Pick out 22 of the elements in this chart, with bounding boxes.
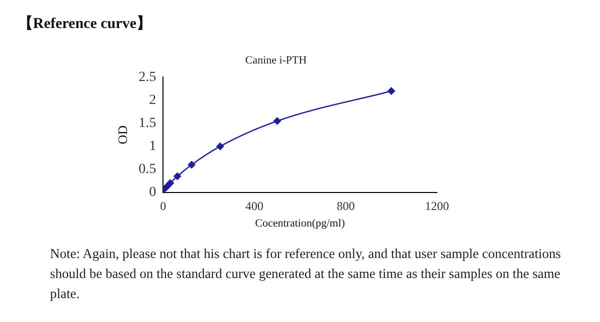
point xyxy=(163,182,171,191)
y-axis-title: OD xyxy=(115,125,130,144)
point xyxy=(173,172,182,180)
y-tick-label: 1.5 xyxy=(138,116,156,131)
y-tick-label: 2 xyxy=(149,92,156,108)
text: Note: Again, please not that his chart is for reference only, and that user sample concentrations should be based on the standard curve generated at the same time as their samples on the same plate. xyxy=(50,245,562,303)
point xyxy=(188,160,196,169)
y-tick-label: 0.5 xyxy=(138,162,156,178)
x-tick-label: 0 xyxy=(160,198,166,213)
x-tick-label: 400 xyxy=(245,198,264,213)
point xyxy=(216,142,224,150)
point xyxy=(166,179,174,188)
text: 【Reference curve】 xyxy=(18,14,152,33)
y-tick-label: 2.5 xyxy=(138,70,156,85)
chart-title: Canine i-PTH xyxy=(245,54,307,66)
x-tick-label: 800 xyxy=(336,198,355,213)
x-axis-title: Cocentration(pg/ml) xyxy=(255,217,346,230)
point xyxy=(387,87,396,96)
y-tick-label: 1 xyxy=(149,138,156,154)
x-tick-label: 1200 xyxy=(425,198,449,213)
point xyxy=(273,116,282,125)
y-tick-label: 0 xyxy=(149,185,156,200)
